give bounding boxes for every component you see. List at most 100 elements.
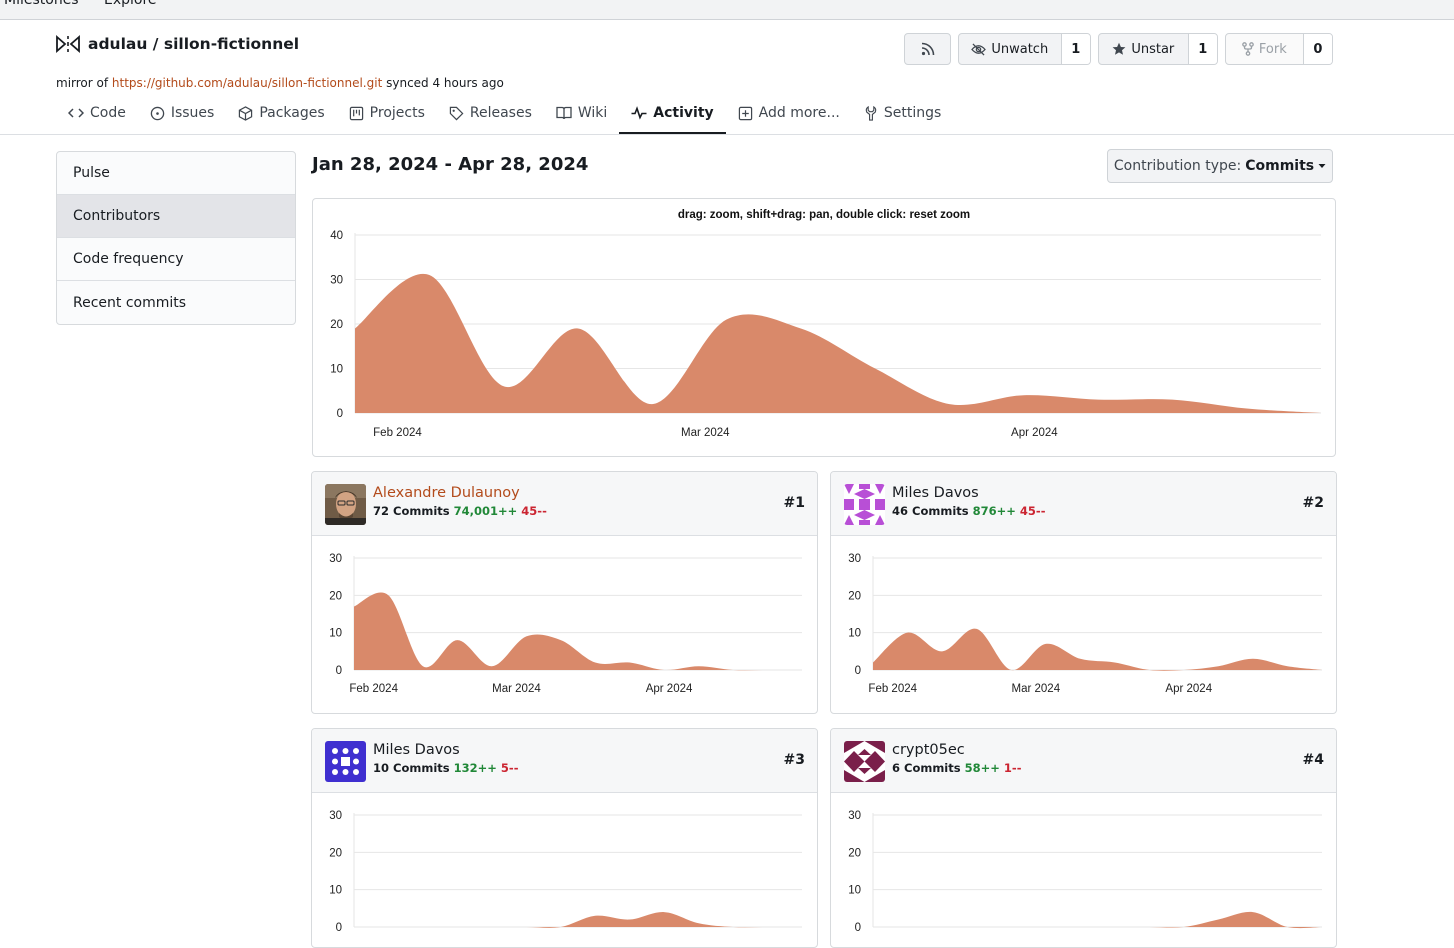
commit-count: 72 Commits <box>373 504 450 518</box>
tab-settings-label: Settings <box>883 105 942 121</box>
contributor-rank: #3 <box>783 752 805 768</box>
top-navbar: Milestones Explore <box>0 0 1454 20</box>
tab-code[interactable]: Code <box>56 93 138 133</box>
tab-projects[interactable]: Projects <box>337 93 437 133</box>
x-tick-label: Mar 2024 <box>1012 683 1061 695</box>
fork-label: Fork <box>1258 41 1287 57</box>
area-series <box>354 912 802 928</box>
y-tick-label: 0 <box>336 922 342 934</box>
tab-add-more[interactable]: Add more... <box>726 93 852 133</box>
sidebar-item-recent-commits[interactable]: Recent commits <box>73 294 187 311</box>
y-tick-label: 30 <box>330 275 343 287</box>
tab-wiki[interactable]: Wiki <box>544 93 619 133</box>
sidebar-item-pulse[interactable]: Pulse <box>57 152 295 195</box>
y-tick-label: 20 <box>848 847 861 859</box>
tab-packages-label: Packages <box>259 105 325 121</box>
tab-packages[interactable]: Packages <box>226 93 336 133</box>
x-tick-label: Apr 2024 <box>1165 683 1212 695</box>
mirror-synced: synced 4 hours ago <box>386 76 504 90</box>
repo-header: adulau / sillon-fictionnel <box>56 33 299 55</box>
sidebar-item-code-frequency[interactable]: Code frequency <box>57 238 295 281</box>
deletions: 45-- <box>1019 504 1046 518</box>
contributor-name[interactable]: Miles Davos <box>373 742 460 758</box>
y-tick-label: 30 <box>848 810 861 822</box>
contributor-chart[interactable]: 0 10 20 30 <box>831 729 1337 948</box>
repo-title[interactable]: adulau / sillon-fictionnel <box>88 35 300 53</box>
commit-count: 10 Commits <box>373 761 450 775</box>
deletions: 45-- <box>521 504 547 518</box>
plus-square-icon <box>738 106 752 120</box>
star-count[interactable]: 1 <box>1187 34 1217 64</box>
y-tick-label: 10 <box>329 885 342 897</box>
avatar[interactable] <box>844 741 885 782</box>
tab-wiki-label: Wiki <box>577 105 608 121</box>
commit-count: 46 Commits <box>892 504 969 518</box>
y-tick-label: 0 <box>855 922 861 934</box>
additions: 74,001++ <box>453 504 518 518</box>
contributor-stats: 46 Commits 876++ 45-- <box>892 504 1045 518</box>
y-tick-label: 40 <box>330 230 343 242</box>
tab-issues[interactable]: Issues <box>138 93 227 133</box>
contributor-name[interactable]: crypt05ec <box>892 742 965 758</box>
additions: 132++ <box>453 761 497 775</box>
tab-settings[interactable]: Settings <box>852 93 953 133</box>
x-tick-label: Feb 2024 <box>868 683 917 695</box>
contributor-header: crypt05ec 6 Commits 58++ 1-- #4 <box>831 729 1336 793</box>
activity-sidebar: Pulse Contributors Code frequency Recent… <box>56 151 296 325</box>
unstar-button[interactable]: Unstar 1 <box>1098 33 1218 65</box>
contributor-chart[interactable]: 0 10 20 30 Feb 2024 Mar 2024 Apr 2024 <box>831 472 1337 714</box>
contribution-type-prefix: Contribution type: <box>1113 158 1242 174</box>
y-tick-label: 10 <box>329 628 342 640</box>
identicon-avatar <box>325 741 366 782</box>
sidebar-item-contributors[interactable]: Contributors <box>57 195 295 238</box>
contribution-type-value: Commits <box>1245 158 1315 174</box>
contributor-chart[interactable]: 0 10 20 30 Feb 2024 Mar 2024 Apr 2024 <box>312 472 818 714</box>
nav-milestones[interactable]: Milestones <box>4 0 79 8</box>
x-tick-label: Feb 2024 <box>349 683 398 695</box>
unwatch-button[interactable]: Unwatch 1 <box>958 33 1091 65</box>
deletions: 1-- <box>1003 761 1022 775</box>
y-tick-label: 30 <box>848 553 861 565</box>
contributor-name[interactable]: Alexandre Dulaunoy <box>373 485 520 501</box>
main-chart[interactable]: 0 10 20 30 40 Feb 2024 Mar 2024 Apr 2024 <box>313 199 1336 457</box>
eye-slash-icon <box>971 42 987 56</box>
main-chart-panel: drag: zoom, shift+drag: pan, double clic… <box>312 198 1336 457</box>
fork-button[interactable]: Fork 0 <box>1225 33 1333 65</box>
avatar[interactable] <box>325 741 366 782</box>
tools-icon <box>865 105 877 121</box>
mirror-link[interactable]: https://github.com/adulau/sillon-fiction… <box>111 76 383 90</box>
tab-releases[interactable]: Releases <box>437 93 544 133</box>
contributor-card-3: Miles Davos 10 Commits 132++ 5-- #3 0 10 2… <box>311 728 818 948</box>
tab-projects-label: Projects <box>369 105 425 121</box>
y-tick-label: 0 <box>336 665 342 677</box>
photo-avatar <box>325 484 366 525</box>
x-tick-label: Mar 2024 <box>492 683 541 695</box>
rss-button[interactable] <box>904 33 951 65</box>
fork-count[interactable]: 0 <box>1302 34 1332 64</box>
avatar[interactable] <box>844 484 885 525</box>
package-icon <box>239 105 253 121</box>
mirror-info: mirror of https://github.com/adulau/sill… <box>56 76 504 90</box>
area-series <box>354 592 802 671</box>
contributor-header: Miles Davos 46 Commits 876++ 45-- #2 <box>831 472 1336 536</box>
nav-explore[interactable]: Explore <box>104 0 157 8</box>
contributor-card-1: Alexandre Dulaunoy 72 Commits 74,001++ 4… <box>311 471 818 714</box>
y-tick-label: 10 <box>848 628 861 640</box>
y-tick-label: 20 <box>848 590 861 602</box>
tab-issues-label: Issues <box>170 105 215 121</box>
contribution-type-dropdown[interactable]: Contribution type: Commits <box>1107 149 1333 183</box>
contributor-rank: #1 <box>783 495 805 511</box>
additions: 58++ <box>964 761 1000 775</box>
tab-activity[interactable]: Activity <box>619 93 726 134</box>
tab-activity-label: Activity <box>653 104 714 121</box>
watch-count[interactable]: 1 <box>1060 34 1090 64</box>
contributor-name[interactable]: Miles Davos <box>892 485 979 501</box>
contributor-rank: #4 <box>1302 752 1324 768</box>
contributor-card-2: Miles Davos 46 Commits 876++ 45-- #2 0 10… <box>830 471 1337 714</box>
avatar[interactable] <box>325 484 366 525</box>
contributor-chart[interactable]: 0 10 20 30 <box>312 729 818 948</box>
unstar-label: Unstar <box>1131 41 1175 57</box>
project-icon <box>349 106 363 120</box>
identicon-avatar <box>844 484 885 525</box>
commit-count: 6 Commits <box>892 761 961 775</box>
